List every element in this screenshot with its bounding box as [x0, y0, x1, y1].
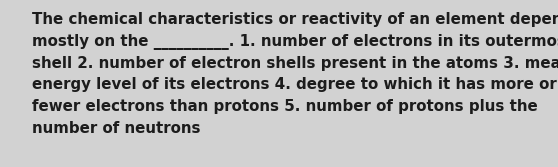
- Text: The chemical characteristics or reactivity of an element depend: The chemical characteristics or reactivi…: [32, 12, 558, 27]
- Text: mostly on the __________. 1. number of electrons in its outermost: mostly on the __________. 1. number of e…: [32, 34, 558, 50]
- Text: fewer electrons than protons 5. number of protons plus the: fewer electrons than protons 5. number o…: [32, 99, 538, 114]
- Text: energy level of its electrons 4. degree to which it has more or: energy level of its electrons 4. degree …: [32, 77, 557, 92]
- Text: number of neutrons: number of neutrons: [32, 121, 200, 136]
- Text: shell 2. number of electron shells present in the atoms 3. mean: shell 2. number of electron shells prese…: [32, 56, 558, 71]
